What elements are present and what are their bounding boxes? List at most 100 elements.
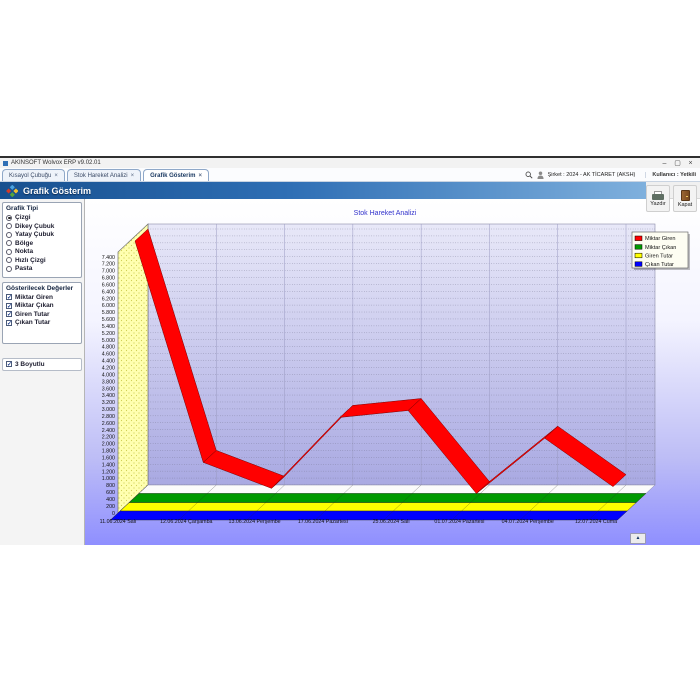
checkbox-3d[interactable]: ✓ 3 Boyutlu [6, 360, 45, 368]
svg-text:5.000: 5.000 [102, 338, 115, 344]
svg-text:Miktar Giren: Miktar Giren [645, 236, 675, 242]
tab-bar: Kısayol Çubuğu × Stok Hareket Analizi × … [0, 168, 700, 182]
svg-text:3.600: 3.600 [102, 386, 115, 392]
radio-option-bolge[interactable]: Bölge [6, 240, 78, 247]
svg-text:12.07.2024 Cuma: 12.07.2024 Cuma [575, 519, 617, 525]
tab-close-icon[interactable]: × [54, 172, 58, 179]
svg-text:7.400: 7.400 [102, 255, 115, 261]
svg-text:01.07.2024 Pazartesi: 01.07.2024 Pazartesi [434, 519, 484, 525]
svg-text:200: 200 [106, 504, 115, 510]
app-icon [3, 160, 8, 166]
search-icon[interactable] [525, 171, 533, 179]
close-page-button[interactable]: Kapat [673, 185, 697, 212]
checkbox-miktar-cikan[interactable]: ✓ Miktar Çıkan [6, 302, 54, 310]
svg-text:6.200: 6.200 [102, 296, 115, 302]
chart-floor [109, 484, 656, 521]
page-header: Grafik Gösterim [0, 182, 700, 199]
checkbox-control: ✓ [6, 319, 13, 327]
svg-text:2.000: 2.000 [102, 442, 115, 448]
chart-x-axis-labels: 11.06.2024 Salı 12.06.2024 Çarşamba 13.06.… [100, 519, 617, 525]
door-icon [680, 189, 690, 201]
group-chart-type: Grafik Tipi Çizgi Dikey Çubuk Yatay Çubu… [2, 202, 82, 278]
chart-series-ribbon [134, 228, 627, 494]
radio-option-nokta[interactable]: Nokta [6, 248, 78, 255]
svg-text:6.400: 6.400 [102, 289, 115, 295]
group-values: Gösterilecek Değerler ✓ Miktar Giren ✓ M… [2, 281, 82, 344]
svg-text:13.06.2024 Perşembe: 13.06.2024 Perşembe [229, 519, 281, 525]
radio-control [6, 265, 12, 272]
svg-text:Çıkan Tutar: Çıkan Tutar [645, 262, 674, 268]
checkbox-cikan-tutar[interactable]: ✓ Çıkan Tutar [6, 319, 51, 327]
checkbox-miktar-giren[interactable]: ✓ Miktar Giren [6, 293, 53, 301]
tab-close-icon[interactable]: × [198, 172, 202, 179]
floor-ribbon-1 [128, 493, 647, 503]
chart-panel: Stok Hareket Analizi 0 200 400 600 800 1.000 1.… [85, 199, 700, 545]
svg-text:17.06.2024 Pazartesi: 17.06.2024 Pazartesi [298, 519, 348, 525]
radio-control [6, 223, 12, 229]
company-label: Şirket : 2024 - AK TİCARET (AKSH) [547, 172, 636, 178]
sidebar: Grafik Tipi Çizgi Dikey Çubuk Yatay Çubu… [0, 199, 85, 545]
page-title: Grafik Gösterim [23, 185, 92, 196]
chart-legend: Miktar Giren Miktar Çıkan Giren Tutar Çıkan… [631, 231, 690, 270]
chart-y-axis-labels: 02004006008001.0001.2001.4001.6001.8002.… [102, 255, 115, 517]
svg-text:1.400: 1.400 [102, 462, 115, 468]
radio-option-cizgi[interactable]: Çizgi [6, 214, 78, 221]
svg-text:25.06.2024 Salı: 25.06.2024 Salı [373, 519, 410, 525]
group-title: Grafik Tipi [6, 205, 39, 212]
svg-text:11.06.2024 Salı: 11.06.2024 Salı [100, 519, 137, 525]
radio-option-hizli-cizgi[interactable]: Hızlı Çizgi [6, 257, 78, 264]
app-logo-icon [6, 184, 18, 197]
window-title: AKINSOFT Wolvox ERP v9.02.01 [11, 160, 101, 166]
chart-gridlines [148, 224, 655, 486]
svg-text:12.06.2024 Çarşamba: 12.06.2024 Çarşamba [160, 519, 212, 525]
minimize-button[interactable]: – [662, 159, 667, 167]
close-button[interactable]: × [688, 159, 693, 167]
svg-text:4.000: 4.000 [102, 372, 115, 378]
svg-text:6.800: 6.800 [102, 276, 115, 282]
window-titlebar: AKINSOFT Wolvox ERP v9.02.01 – ▢ × [0, 158, 700, 168]
svg-text:3.800: 3.800 [102, 379, 115, 385]
svg-text:1.200: 1.200 [102, 469, 115, 475]
radio-option-dikey-cubuk[interactable]: Dikey Çubuk [6, 223, 78, 230]
tab-close-icon[interactable]: × [130, 172, 135, 179]
chart-scroll-button[interactable]: ▲ [630, 533, 646, 544]
radio-option-yatay-cubuk[interactable]: Yatay Çubuk [6, 231, 78, 238]
checkbox-giren-tutar[interactable]: ✓ Giren Tutar [6, 310, 50, 318]
tab-stok-hareket-analizi[interactable]: Stok Hareket Analizi × [66, 169, 142, 181]
checkbox-control: ✓ [6, 302, 13, 310]
checkbox-control: ✓ [6, 294, 13, 301]
radio-control [6, 240, 12, 246]
tab-kisayol-cubugu[interactable]: Kısayol Çubuğu × [2, 169, 65, 181]
group-title: Gösterilecek Değerler [6, 284, 74, 292]
svg-text:Giren Tutar: Giren Tutar [645, 253, 673, 259]
up-arrow-icon: ▲ [635, 535, 641, 541]
radio-control [6, 248, 12, 255]
svg-text:5.400: 5.400 [102, 324, 115, 330]
maximize-button[interactable]: ▢ [674, 159, 681, 167]
user-label: Kullanıcı : Yetkili [645, 172, 696, 178]
radio-option-pasta[interactable]: Pasta [6, 265, 78, 272]
page-toolbar: Yazdır Kapat [646, 185, 697, 212]
svg-text:6.600: 6.600 [102, 282, 115, 288]
svg-text:7.000: 7.000 [102, 269, 115, 275]
svg-text:6.000: 6.000 [102, 303, 115, 309]
svg-text:5.600: 5.600 [102, 317, 115, 323]
svg-text:04.07.2024 Perşembe: 04.07.2024 Perşembe [502, 519, 554, 525]
svg-text:3.000: 3.000 [102, 407, 115, 413]
radio-control [6, 231, 12, 238]
tab-grafik-gosterim[interactable]: Grafik Gösterim × [143, 169, 209, 181]
checkbox-control: ✓ [6, 361, 13, 368]
print-button[interactable]: Yazdır [646, 185, 670, 212]
svg-text:400: 400 [106, 497, 115, 503]
svg-text:4.200: 4.200 [102, 366, 115, 372]
svg-text:1.800: 1.800 [102, 449, 115, 455]
svg-text:2.800: 2.800 [102, 414, 115, 420]
svg-text:1.600: 1.600 [102, 455, 115, 461]
radio-control [6, 257, 12, 263]
svg-text:Miktar Çıkan: Miktar Çıkan [645, 245, 676, 251]
svg-text:2.200: 2.200 [102, 435, 115, 441]
svg-text:2.400: 2.400 [102, 428, 115, 434]
svg-text:2.600: 2.600 [102, 421, 115, 427]
floor-ribbon-2 [119, 502, 637, 512]
svg-text:800: 800 [106, 483, 115, 489]
